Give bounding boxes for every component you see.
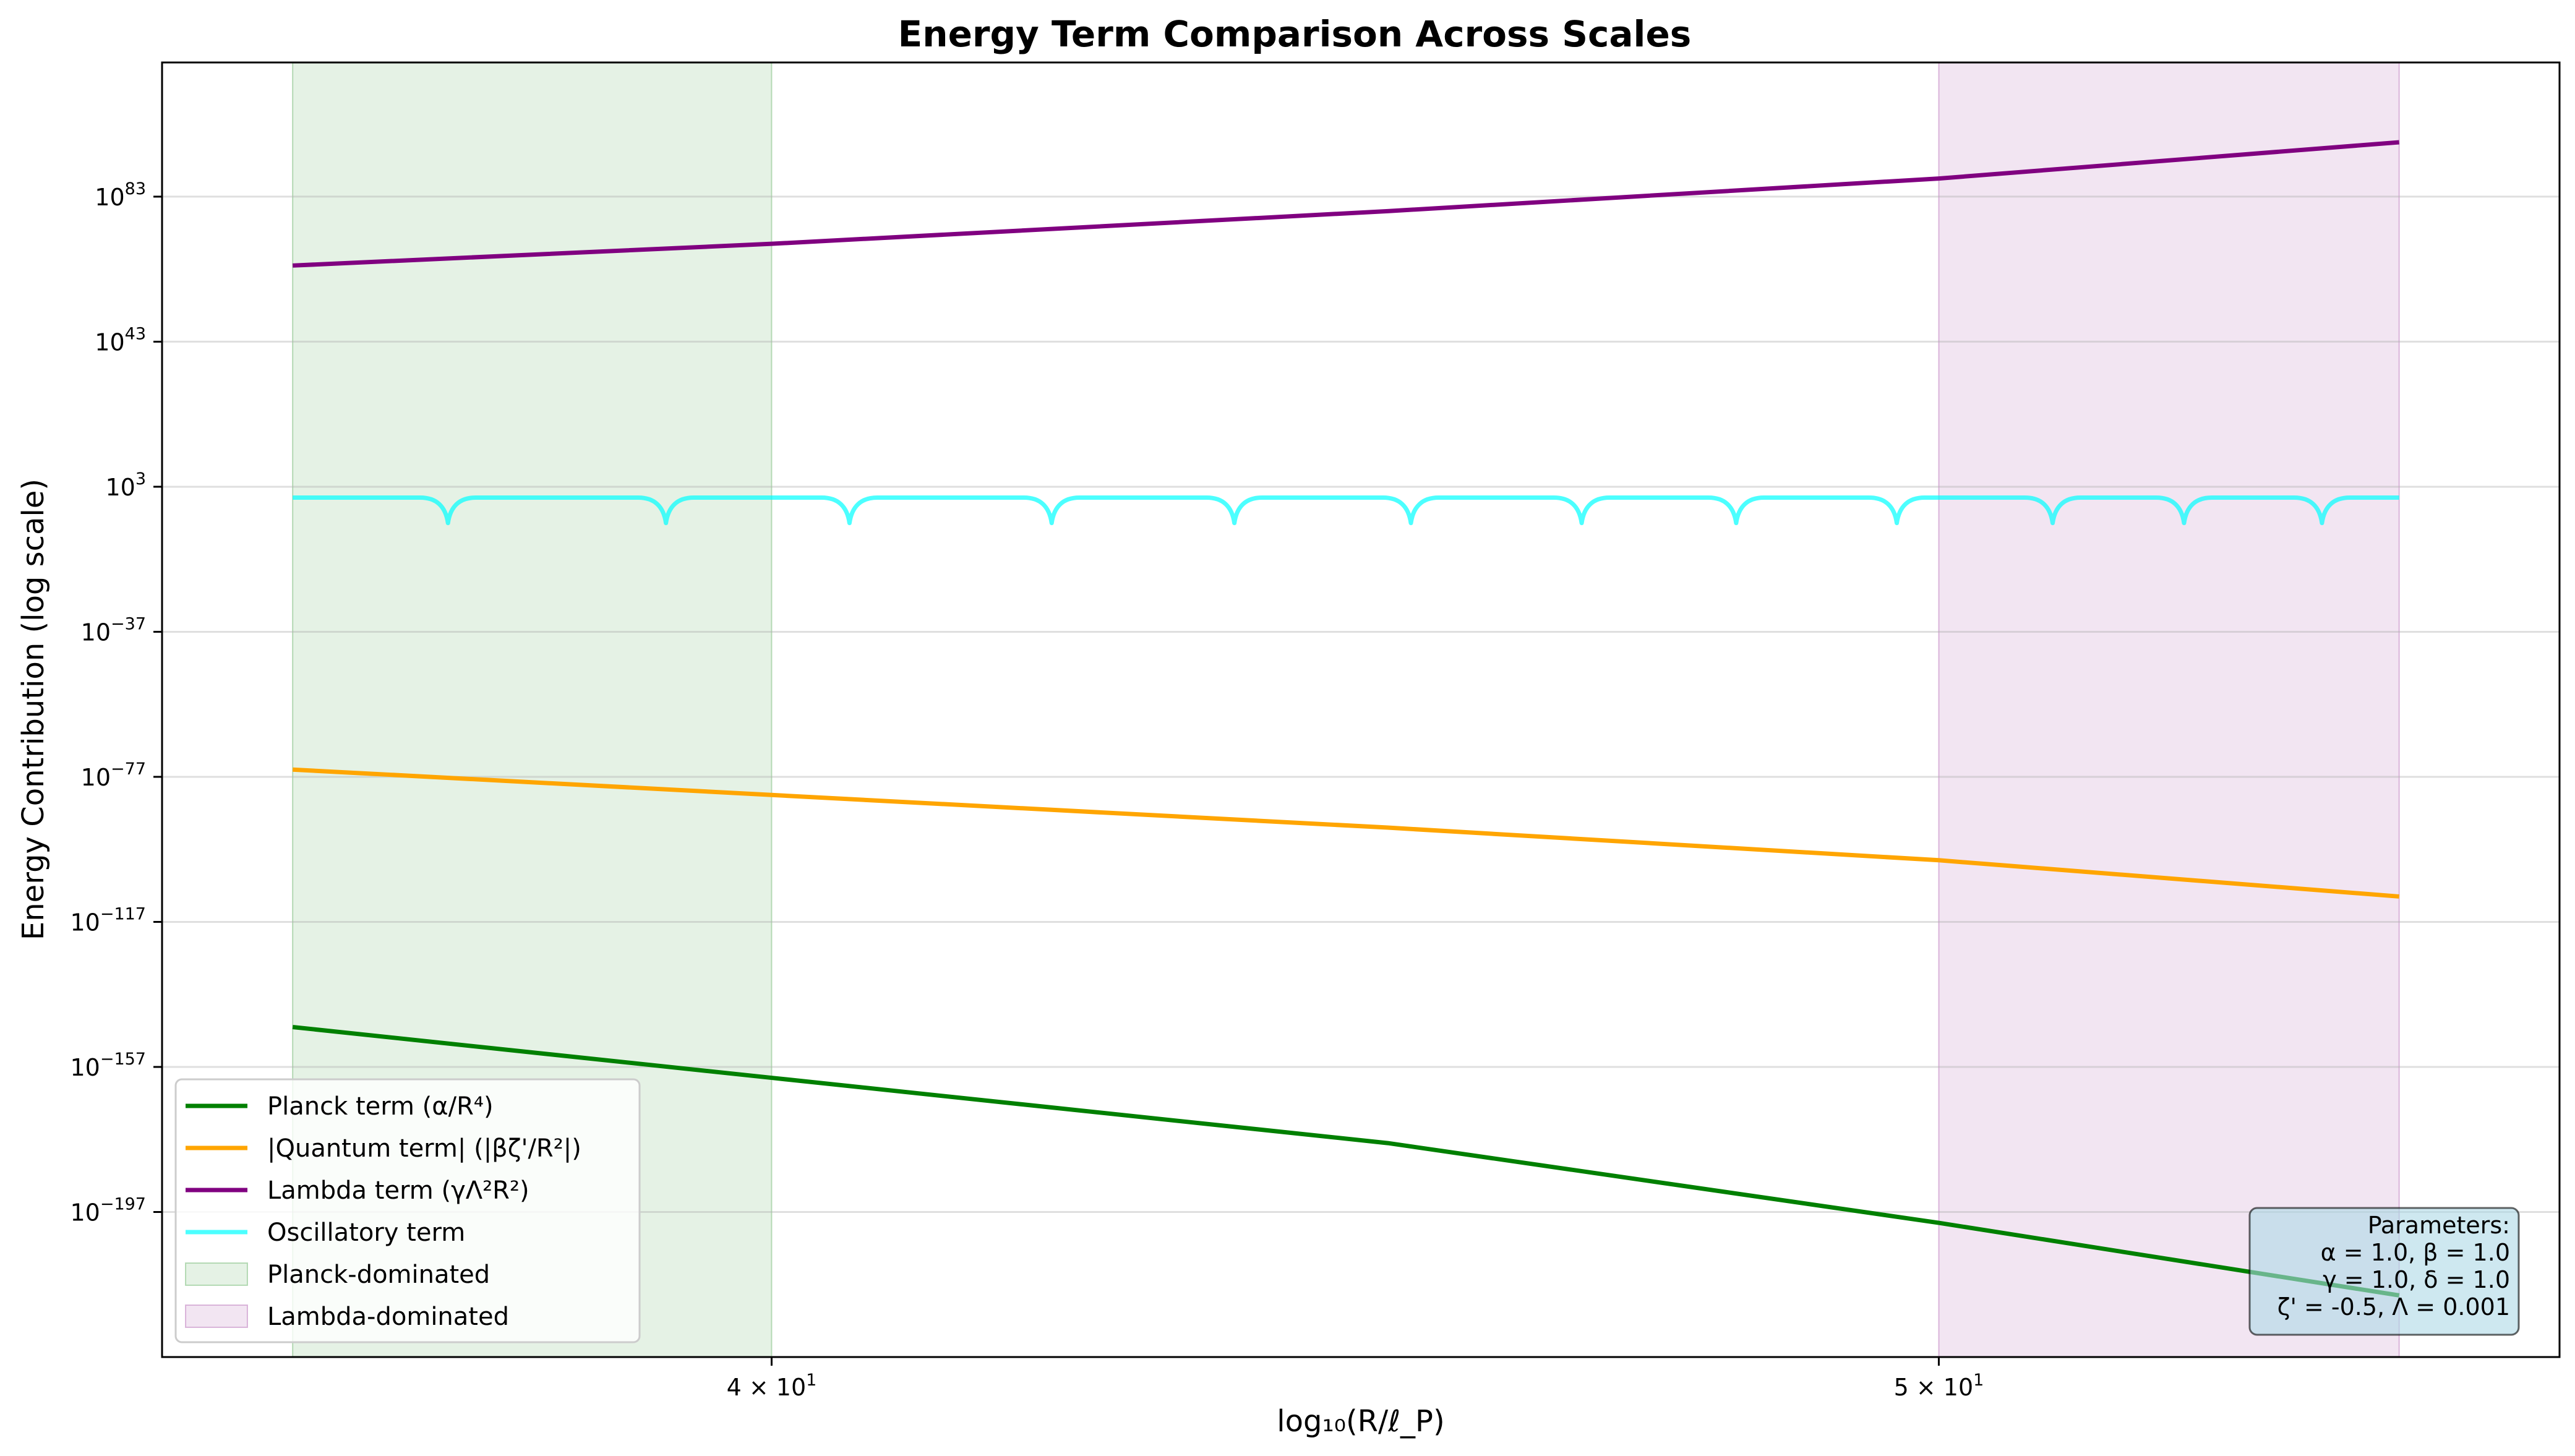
y-tick-label: 103 <box>105 469 146 501</box>
legend-label: Planck-dominated <box>267 1261 490 1289</box>
series-line-3 <box>292 140 2399 268</box>
x-tick-label: 4 × 101 <box>727 1371 817 1401</box>
grid-lines <box>162 195 2560 1213</box>
series-line-4 <box>293 495 2399 526</box>
legend-swatch <box>185 1262 248 1286</box>
series-line-2 <box>292 767 2399 899</box>
y-tick-label: 10−77 <box>81 760 146 791</box>
x-axis-label: log₁₀(R/ℓ_P) <box>1277 1404 1444 1439</box>
x-tick-label: 5 × 101 <box>1894 1371 1984 1401</box>
y-tick-label: 10−197 <box>70 1194 146 1226</box>
legend-swatch <box>185 1304 248 1328</box>
legend-items: Planck term (α/R⁴) |Quantum term| (|βζ'/R… <box>185 1092 581 1331</box>
chart-title: Energy Term Comparison Across Scales <box>898 13 1692 55</box>
series-line-1 <box>292 1025 2400 1298</box>
parameters-line-2: α = 1.0, β = 1.0 <box>2321 1239 2510 1266</box>
y-tick-label: 10−157 <box>70 1050 146 1081</box>
parameters-line-3: γ = 1.0, δ = 1.0 <box>2323 1266 2510 1293</box>
legend-box <box>174 1078 641 1343</box>
shaded-region-2 <box>1938 62 2400 1358</box>
x-axis-ticks: 4 × 101 5 × 101 <box>727 1357 1984 1401</box>
y-axis-label: Energy Contribution (log scale) <box>16 479 51 940</box>
legend-label: Oscillatory term <box>267 1218 465 1247</box>
legend-label: Lambda term (γΛ²R²) <box>267 1176 529 1205</box>
parameters-line-4: ζ' = -0.5, Λ = 0.001 <box>2277 1293 2510 1321</box>
series-lines <box>292 140 2400 1298</box>
y-tick-label: 1083 <box>95 179 146 211</box>
parameters-box <box>2248 1207 2520 1336</box>
parameters-line-1: Parameters: <box>2368 1212 2510 1239</box>
shaded-regions <box>292 62 2400 1358</box>
y-axis-ticks: 1083 1043 103 10−37 10−77 10−117 10−157 10−197 <box>70 179 162 1226</box>
parameters-annotation: Parameters: α = 1.0, β = 1.0 γ = 1.0, δ … <box>2248 1207 2520 1336</box>
y-tick-label: 1043 <box>95 324 146 356</box>
legend-label: Lambda-dominated <box>267 1303 509 1331</box>
legend-label: |Quantum term| (|βζ'/R²|) <box>267 1134 581 1163</box>
legend-label: Planck term (α/R⁴) <box>267 1092 494 1121</box>
y-tick-label: 10−117 <box>70 904 146 936</box>
y-tick-label: 10−37 <box>81 614 146 646</box>
legend: Planck term (α/R⁴) |Quantum term| (|βζ'/R… <box>174 1078 641 1343</box>
plot-frame <box>161 61 2561 1358</box>
